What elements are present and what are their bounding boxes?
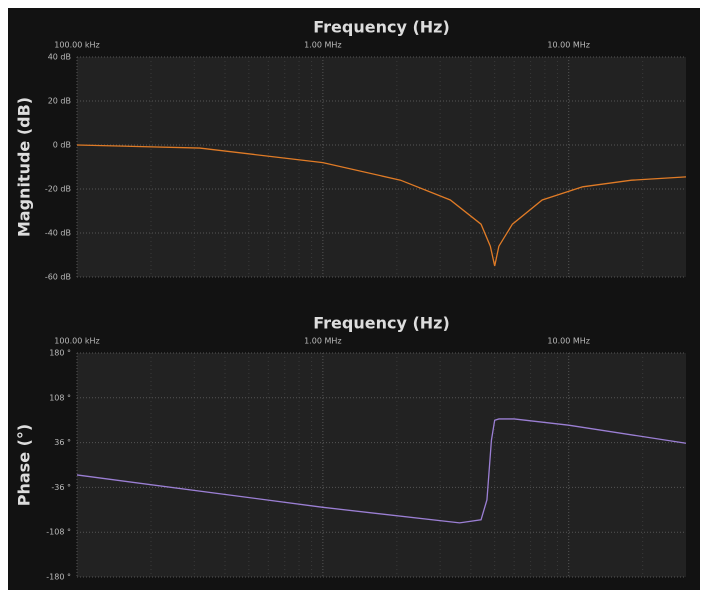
plot-area [77,57,686,277]
x-tick-label: 10.00 MHz [547,41,590,50]
y-tick-label: 180 ° [49,349,71,358]
x-tick-label: 1.00 MHz [304,41,341,50]
line [76,418,687,524]
y-tick-label: 36 ° [54,438,71,447]
y-tick-label: 0 dB [53,141,71,150]
x-tick-label: 100.00 kHz [54,337,99,346]
chart-title: Frequency (Hz) [313,18,450,37]
y-axis-label: Phase (°) [15,424,34,506]
x-tick-label: 1.00 MHz [304,337,341,346]
y-tick-label: -108 ° [46,528,71,537]
y-tick-label: -60 dB [45,273,71,282]
plot-area [77,353,686,577]
y-tick-label: -36 ° [51,483,71,492]
y-tick-label: -180 ° [46,573,71,582]
y-tick-label: -40 dB [45,229,71,238]
y-axis-label: Magnitude (dB) [15,97,34,237]
chart-title: Frequency (Hz) [313,314,450,333]
y-tick-label: 108 ° [49,393,71,402]
y-tick-label: 20 dB [48,97,71,106]
x-tick-label: 10.00 MHz [547,337,590,346]
y-tick-label: 40 dB [48,53,71,62]
x-tick-label: 100.00 kHz [54,41,99,50]
y-tick-label: -20 dB [45,185,71,194]
line [76,144,687,267]
